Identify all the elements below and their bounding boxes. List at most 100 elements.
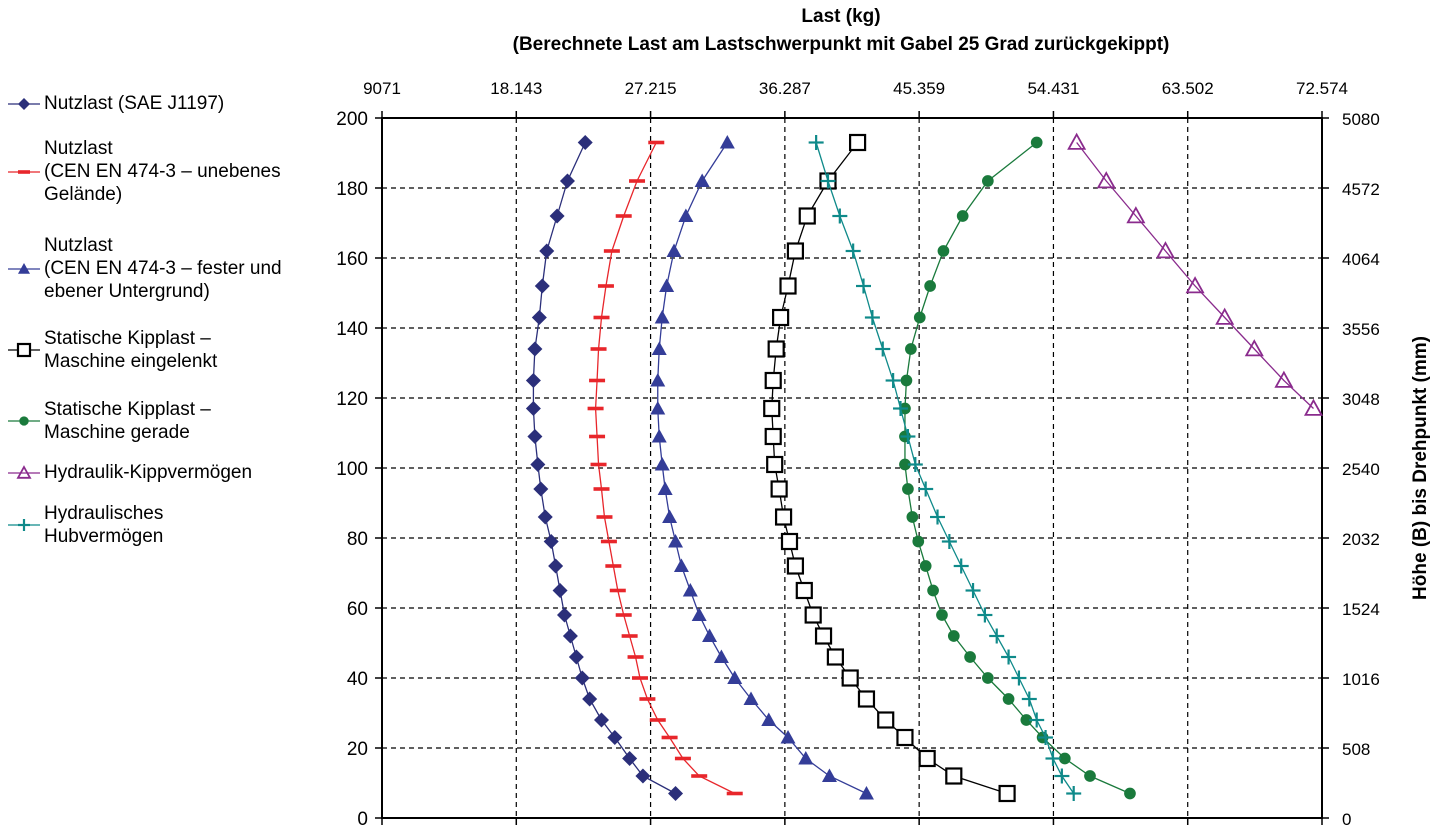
legend-swatch — [8, 169, 40, 174]
data-point — [1066, 786, 1082, 801]
x-tick-label: 54.431 — [1027, 79, 1079, 98]
data-point — [1067, 132, 1087, 150]
data-point — [900, 374, 913, 387]
data-point — [937, 245, 950, 257]
data-point — [1096, 171, 1116, 189]
data-point — [864, 310, 880, 325]
data-point — [832, 208, 848, 224]
data-point — [622, 751, 638, 766]
data-point — [596, 515, 613, 519]
data-point — [927, 584, 939, 597]
data-point — [798, 207, 816, 225]
data-point — [525, 373, 541, 388]
data-point — [989, 628, 1005, 644]
x-tick-label: 72.574 — [1296, 79, 1348, 98]
data-point — [945, 767, 963, 785]
data-point — [1002, 693, 1015, 705]
x-tick-label: 45.359 — [893, 79, 945, 98]
data-point — [621, 634, 638, 638]
data-point — [654, 457, 670, 471]
data-point — [918, 749, 936, 768]
data-point — [691, 774, 708, 778]
legend-label: Hydraulik-Kippvermögen — [44, 462, 253, 483]
data-point — [629, 179, 646, 183]
data-point — [648, 140, 665, 145]
y-tick-label: 200 — [336, 109, 368, 130]
data-point — [786, 242, 805, 260]
data-point — [900, 429, 916, 444]
data-point — [651, 341, 667, 355]
legend-label: Statische Kipplast – Maschine gerade — [44, 399, 211, 443]
legend-label: Nutzlast (CEN EN 474-3 – unebenes Geländ… — [44, 138, 281, 205]
data-point — [764, 371, 782, 390]
data-point — [726, 791, 743, 796]
data-point — [1215, 307, 1235, 325]
legend-swatch — [8, 416, 40, 426]
data-point — [936, 609, 948, 621]
data-point — [574, 670, 590, 686]
legend-label: Nutzlast (SAE J1197) — [44, 93, 225, 114]
data-point — [674, 756, 691, 761]
legend-item: Nutzlast (CEN EN 474-3 – fester und eben… — [6, 234, 306, 303]
data-point — [1084, 770, 1096, 782]
data-point — [858, 786, 874, 800]
data-point — [650, 401, 666, 415]
legend-marker — [18, 519, 30, 531]
data-point — [627, 655, 644, 659]
data-point — [919, 560, 932, 572]
axis-ticks: 0 0 20 508 40 1016 60 1524 80 2032 100 2540 120 3048 1… — [336, 79, 1380, 829]
chart-subtitle: (Berechnete Last am Lastschwerpunkt mit … — [513, 34, 1170, 55]
data-point — [527, 341, 543, 357]
data-point — [525, 401, 541, 416]
legend-marker — [16, 342, 32, 358]
data-point — [594, 712, 610, 728]
series-1 — [525, 135, 684, 801]
data-point — [766, 455, 784, 474]
data-point — [764, 427, 782, 446]
x-tick-label: 63.502 — [1162, 79, 1214, 98]
data-point — [981, 175, 994, 187]
y-right-tick-label: 0 — [1342, 810, 1351, 829]
data-point — [998, 784, 1016, 803]
data-point — [877, 711, 895, 729]
series-layer — [525, 132, 1324, 803]
data-point — [856, 278, 872, 294]
data-point — [848, 133, 867, 152]
y-right-tick-label: 1524 — [1342, 600, 1380, 619]
data-point — [808, 135, 824, 150]
data-point — [841, 669, 859, 687]
data-point — [780, 730, 796, 744]
data-point — [786, 557, 805, 575]
data-point — [1030, 136, 1043, 149]
legend-item: Statische Kipplast – Maschine eingelenkt — [6, 327, 217, 373]
data-point — [582, 691, 598, 707]
data-point — [956, 210, 969, 222]
data-point — [1058, 752, 1071, 765]
data-point — [1126, 206, 1146, 224]
grid — [382, 118, 1322, 818]
y-tick-label: 180 — [336, 179, 368, 200]
y-right-tick-label: 3048 — [1342, 390, 1380, 409]
data-point — [941, 534, 957, 549]
data-point — [530, 457, 546, 472]
data-point — [1274, 370, 1294, 388]
data-point — [907, 457, 923, 472]
series-line — [1076, 142, 1314, 409]
y-tick-label: 100 — [336, 459, 368, 480]
y-tick-label: 40 — [347, 669, 368, 690]
series-7 — [808, 135, 1082, 801]
data-point — [590, 462, 607, 467]
data-point — [905, 343, 917, 355]
data-point — [727, 670, 743, 684]
data-point — [533, 481, 549, 497]
data-point — [702, 628, 718, 642]
data-point — [964, 651, 976, 663]
y-right-tick-label: 1016 — [1342, 670, 1380, 689]
y-tick-label: 60 — [347, 599, 368, 620]
data-point — [668, 786, 684, 801]
legend-swatch — [8, 262, 40, 274]
legend-marker — [18, 97, 30, 110]
series-4 — [763, 133, 1016, 803]
data-point — [780, 532, 799, 551]
data-point — [896, 728, 914, 747]
